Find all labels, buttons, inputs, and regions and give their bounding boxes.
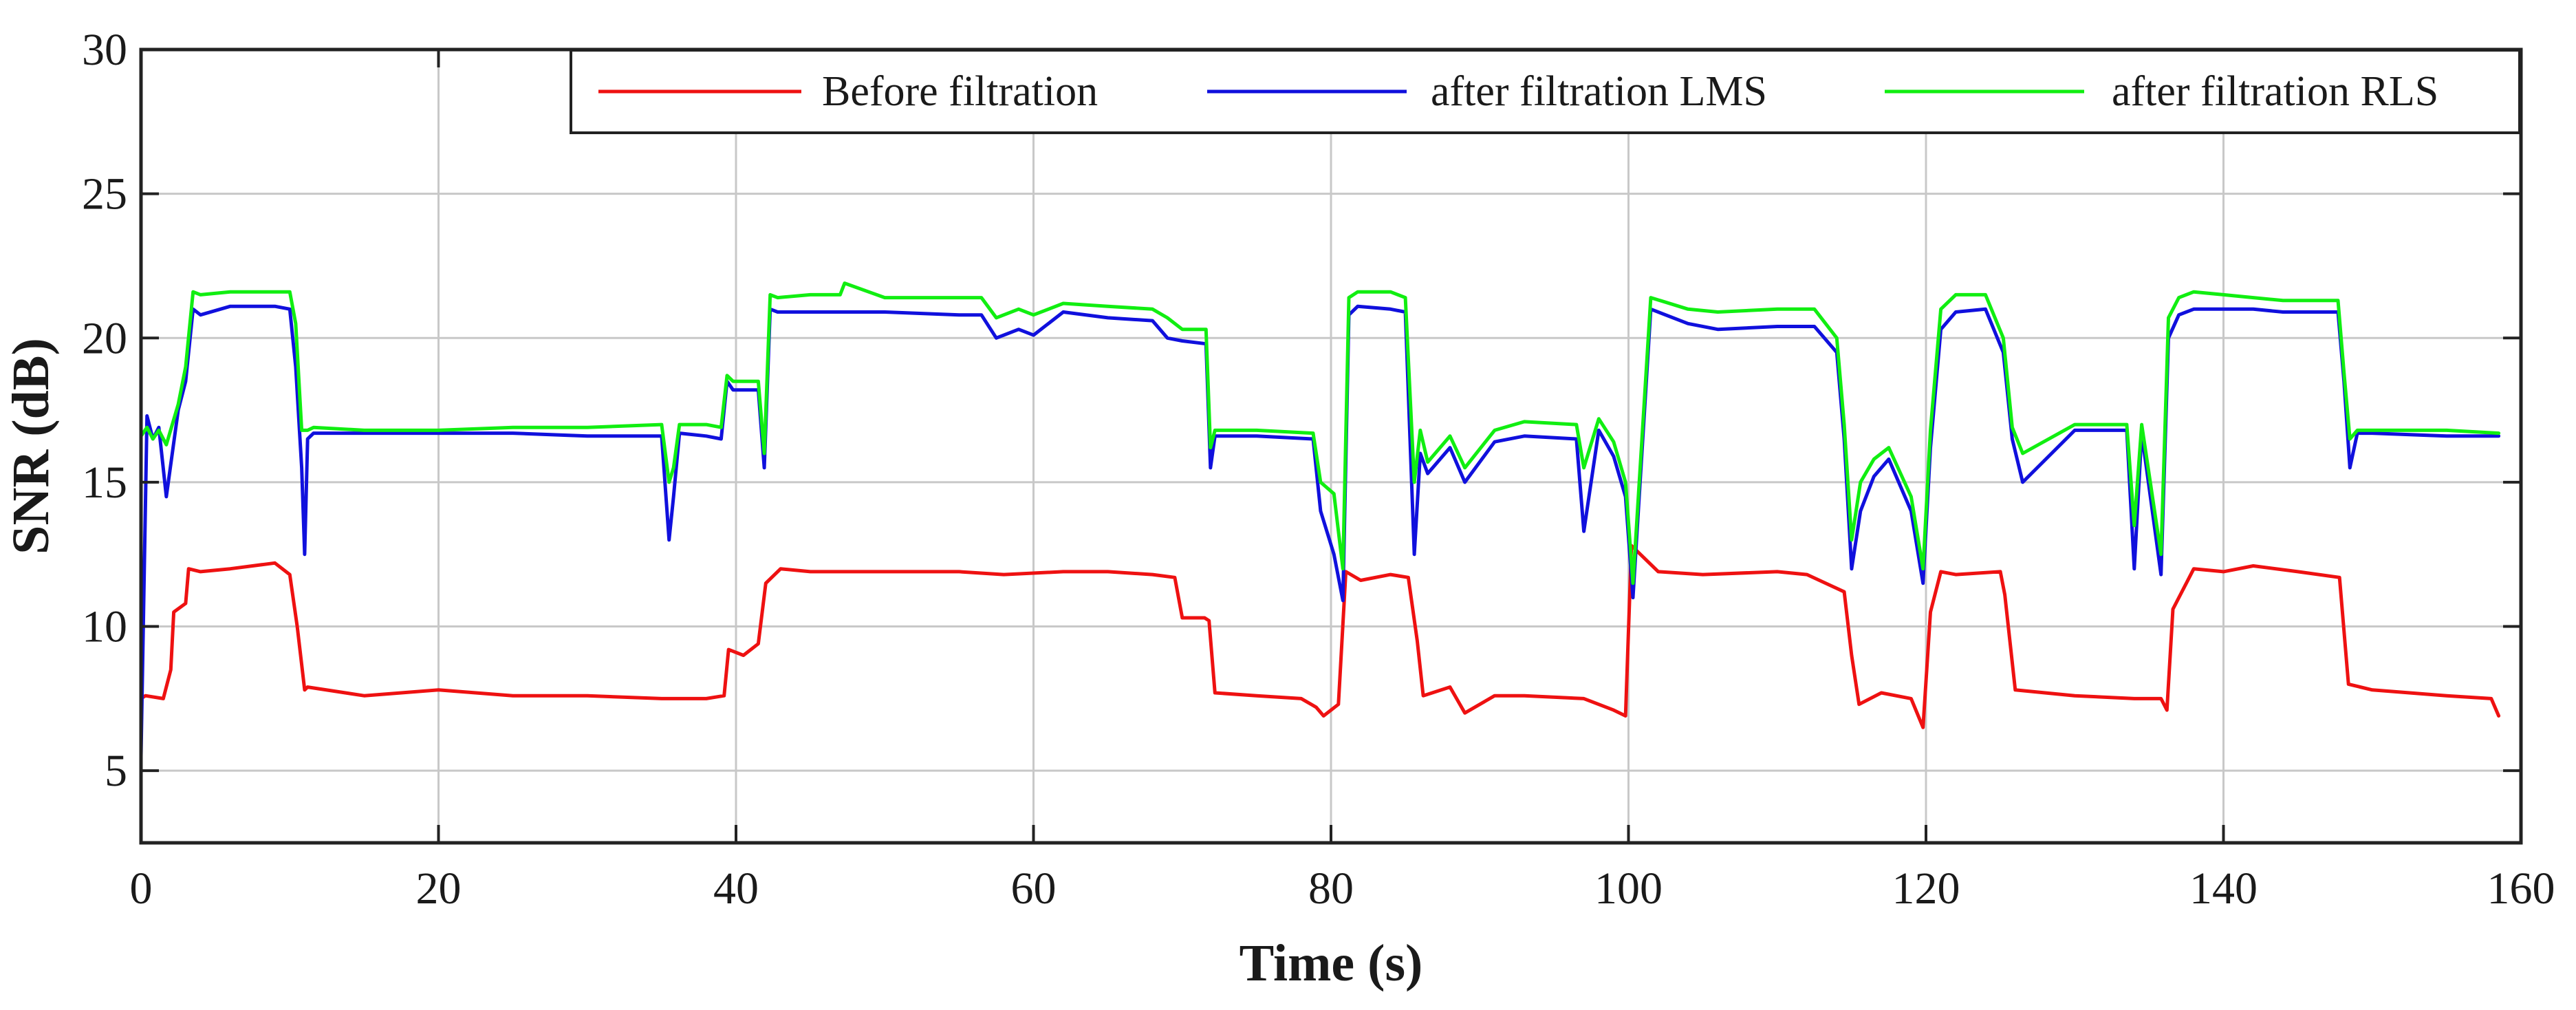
y-axis-title: SNR (dB) — [2, 338, 60, 555]
y-tick-label: 15 — [82, 458, 127, 508]
legend: Before filtration after filtration LMS a… — [570, 49, 2521, 134]
y-tick-label: 30 — [82, 25, 127, 75]
series-line-rls — [139, 281, 2501, 585]
legend-label-before-filtration: Before filtration — [822, 68, 1098, 115]
x-tick-label: 20 — [416, 863, 462, 914]
y-tick-label: 20 — [82, 313, 127, 363]
series-line-before-filtration — [139, 544, 2501, 729]
axis-ticks: 0 20 40 60 80 100 120 140 160 5 10 15 20 25 30 — [82, 25, 2555, 914]
grid-lines — [140, 48, 2522, 843]
x-tick-label: 100 — [1594, 863, 1663, 914]
x-tick-label: 140 — [2189, 863, 2258, 914]
y-tick-label: 25 — [82, 169, 127, 219]
x-tick-label: 60 — [1011, 863, 1057, 914]
legend-label-rls: after filtration RLS — [2112, 68, 2438, 115]
y-tick-label: 5 — [105, 746, 127, 796]
x-tick-label: 40 — [713, 863, 759, 914]
y-tick-label: 10 — [82, 602, 127, 652]
x-axis-title: Time (s) — [1240, 934, 1423, 992]
legend-box — [570, 49, 2521, 134]
series-line-lms — [139, 304, 2501, 758]
legend-label-lms: after filtration LMS — [1431, 68, 1767, 115]
x-tick-label: 80 — [1308, 863, 1354, 914]
x-tick-label: 160 — [2487, 863, 2555, 914]
series-lines — [139, 281, 2501, 758]
x-tick-label: 0 — [130, 863, 153, 914]
x-tick-label: 120 — [1892, 863, 1960, 914]
